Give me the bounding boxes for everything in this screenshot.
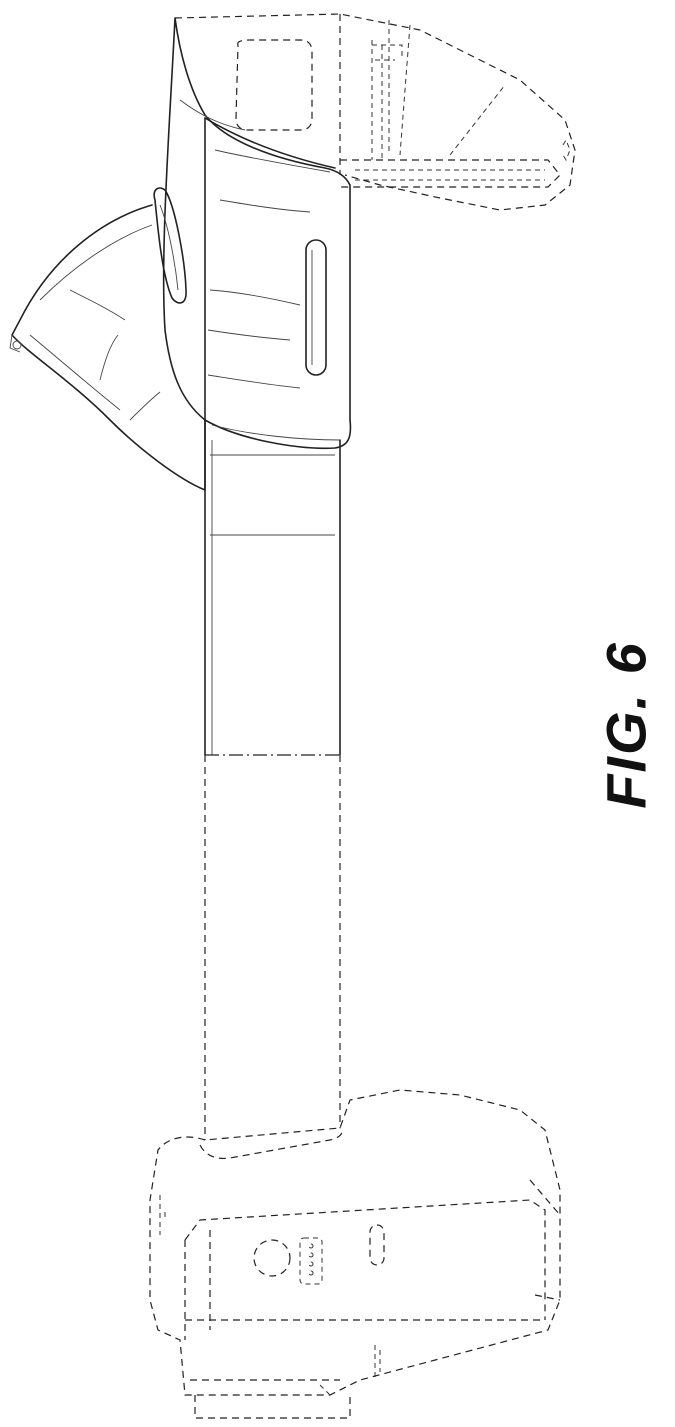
dashed-base-assembly xyxy=(150,1090,560,1418)
dashed-head-assembly xyxy=(175,14,575,210)
curved-fin xyxy=(10,205,205,490)
shroud-body xyxy=(154,18,350,448)
figure-label: FIG. 6 xyxy=(586,640,666,810)
shaft-solid xyxy=(205,420,340,755)
figure-label-text: FIG. 6 xyxy=(594,641,659,809)
shaft-dashed xyxy=(205,755,340,1140)
